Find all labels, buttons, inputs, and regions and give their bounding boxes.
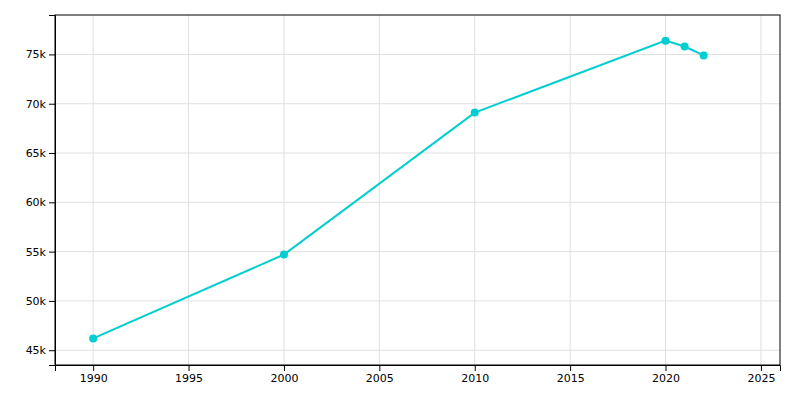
- tick-label: 55k: [26, 246, 47, 259]
- tick-label: 1995: [175, 372, 203, 385]
- tick: 2010: [461, 365, 489, 385]
- chart: 1990 1995 2000 2005 2010 2015 2020 2025 45k 50k 55…: [0, 0, 800, 400]
- tick-mark: [189, 365, 190, 371]
- grid-line-x: [379, 15, 380, 365]
- grid-line-x: [760, 15, 761, 365]
- point: [280, 251, 288, 259]
- tick: 70k: [26, 98, 55, 111]
- tick: 2005: [366, 365, 394, 385]
- tick: 2000: [270, 365, 298, 385]
- tick-label: 2015: [557, 372, 585, 385]
- marks: [89, 37, 708, 343]
- tick: 2015: [557, 365, 585, 385]
- grid-line-x: [570, 15, 571, 365]
- tick-mark: [666, 365, 667, 371]
- plot-frame: [55, 15, 780, 365]
- tick: 1990: [80, 365, 108, 385]
- grid-line-x: [665, 15, 666, 365]
- tick-label: 65k: [26, 147, 47, 160]
- grid-line-y: [55, 202, 780, 203]
- tick-label: 2020: [652, 372, 680, 385]
- x-axis: 1990 1995 2000 2005 2010 2015 2020 2025: [56, 365, 781, 385]
- point: [471, 109, 479, 117]
- grid-line-y: [55, 54, 780, 55]
- tick: 2020: [652, 365, 680, 385]
- tick-mark: [284, 365, 285, 371]
- tick-mark: [379, 365, 380, 371]
- grid-line-x: [188, 15, 189, 365]
- tick-label: 75k: [26, 48, 47, 61]
- grid-line-x: [93, 15, 94, 365]
- axis-line: [49, 16, 56, 366]
- point: [681, 43, 689, 51]
- point: [662, 37, 670, 45]
- tick-mark: [49, 301, 55, 302]
- tick-mark: [570, 365, 571, 371]
- tick-mark: [49, 54, 55, 55]
- y-axis: 45k 50k 55k 60k 65k 70k 75k: [26, 16, 56, 366]
- tick-mark: [49, 350, 55, 351]
- tick: 60k: [26, 196, 55, 209]
- tick-label: 45k: [26, 344, 47, 357]
- tick-mark: [93, 365, 94, 371]
- tick-mark: [49, 202, 55, 203]
- grid: [55, 15, 780, 365]
- tick: 50k: [26, 295, 55, 308]
- tick: 2025: [747, 365, 775, 385]
- tick-label: 2010: [461, 372, 489, 385]
- tick: 65k: [26, 147, 55, 160]
- grid-line-y: [55, 153, 780, 154]
- tick-label: 2000: [270, 372, 298, 385]
- grid-line-x: [283, 15, 284, 365]
- grid-line-y: [55, 350, 780, 351]
- tick-label: 50k: [26, 295, 47, 308]
- tick: 1995: [175, 365, 203, 385]
- tick-mark: [49, 104, 55, 105]
- tick-label: 70k: [26, 98, 47, 111]
- grid-line-x: [474, 15, 475, 365]
- plot: 1990 1995 2000 2005 2010 2015 2020 2025 45k 50k 55…: [26, 15, 781, 385]
- tick-label: 2025: [747, 372, 775, 385]
- grid-line-y: [55, 103, 780, 104]
- tick-mark: [475, 365, 476, 371]
- grid-line-y: [55, 300, 780, 301]
- tick-mark: [761, 365, 762, 371]
- axis-line: [56, 366, 781, 372]
- tick-label: 2005: [366, 372, 394, 385]
- tick-label: 1990: [80, 372, 108, 385]
- tick: 55k: [26, 246, 55, 259]
- point: [89, 334, 97, 342]
- line: [93, 41, 704, 339]
- tick-mark: [49, 153, 55, 154]
- tick-mark: [49, 252, 55, 253]
- point: [700, 51, 708, 59]
- tick: 75k: [26, 48, 55, 61]
- grid-line-y: [55, 251, 780, 252]
- tick: 45k: [26, 344, 55, 357]
- tick-label: 60k: [26, 196, 47, 209]
